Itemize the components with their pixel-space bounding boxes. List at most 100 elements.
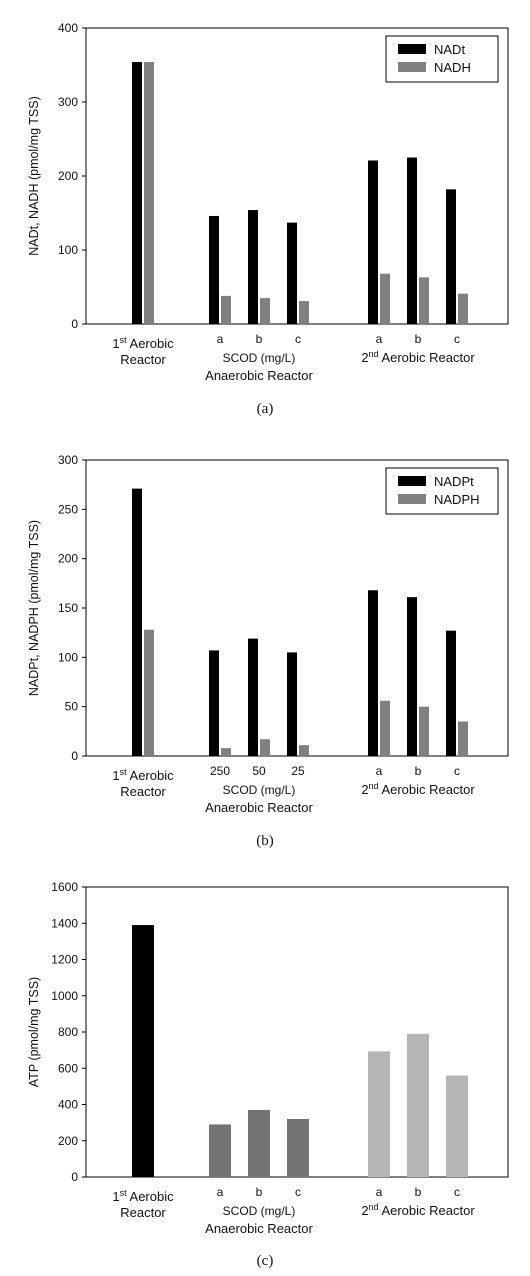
y-tick-label: 100 [58, 650, 78, 664]
bar-value [132, 925, 154, 1177]
second-aerobic-label: 2nd Aerobic Reactor [361, 781, 475, 797]
bar-nadpt [248, 638, 258, 756]
x-category-label: c [295, 1185, 301, 1199]
bar-value [287, 1119, 309, 1177]
scod-label: SCOD (mg/L) [223, 783, 296, 797]
figure-caption: (c) [257, 1253, 274, 1269]
y-tick-label: 300 [58, 95, 78, 109]
legend-box [385, 35, 499, 83]
bar-nadh [458, 293, 468, 324]
y-tick-label: 1200 [51, 953, 78, 967]
y-tick-label: 100 [58, 243, 78, 257]
anaerobic-reactor-label: Anaerobic Reactor [205, 368, 313, 383]
bar-value [446, 1075, 468, 1177]
y-tick-label: 600 [58, 1061, 78, 1075]
bar-nadh [419, 277, 429, 324]
chart-1: 0 50 100 150 200 250 300 NADPt, NADPH (pmol/mg … [27, 453, 509, 849]
y-axis-label: ATP (pmol/mg TSS) [27, 977, 41, 1087]
chart-0: 0 100 200 300 400 NADt, NADH (pmol/mg TSS) a b c… [27, 21, 509, 417]
y-tick-label: 0 [71, 1170, 78, 1184]
x-category-label: c [454, 1185, 460, 1199]
bar-nadt [209, 215, 219, 324]
y-tick-label: 0 [71, 749, 78, 763]
legend-label: NADt [434, 42, 465, 57]
second-aerobic-label: 2nd Aerobic Reactor [361, 1202, 475, 1218]
y-tick-label: 1400 [51, 916, 78, 930]
bar-nadph [458, 721, 468, 756]
x-category-label: 250 [210, 764, 230, 778]
bar-nadph [144, 629, 154, 756]
bar-value [407, 1033, 429, 1177]
bar-nadph [299, 745, 309, 756]
y-tick-label: 400 [58, 1098, 78, 1112]
x-category-label: c [454, 332, 460, 346]
bar-nadt [132, 62, 142, 324]
y-tick-label: 400 [58, 21, 78, 35]
x-category-label: b [415, 1185, 422, 1199]
scod-label: SCOD (mg/L) [223, 351, 296, 365]
x-category-label: c [295, 332, 301, 346]
legend-label: NADPt [434, 474, 474, 489]
bar-value [368, 1051, 390, 1177]
first-aerobic-label-line2: Reactor [120, 1205, 166, 1220]
x-category-label: a [376, 764, 383, 778]
bar-nadpt [132, 488, 142, 756]
first-aerobic-label-line2: Reactor [120, 352, 166, 367]
second-aerobic-label: 2nd Aerobic Reactor [361, 349, 475, 365]
bar-nadt [446, 189, 456, 324]
legend-box [385, 467, 499, 515]
bar-nadph [221, 748, 231, 756]
y-tick-label: 1000 [51, 989, 78, 1003]
first-aerobic-label-line2: Reactor [120, 784, 166, 799]
anaerobic-reactor-label: Anaerobic Reactor [205, 1221, 313, 1236]
bar-nadph [380, 700, 390, 756]
y-tick-label: 250 [58, 502, 78, 516]
bar-nadpt [446, 630, 456, 756]
first-aerobic-label: 1st Aerobic [112, 767, 174, 783]
bar-nadh [260, 298, 270, 324]
x-category-label: b [415, 332, 422, 346]
bar-nadh [299, 301, 309, 324]
bar-nadt [407, 157, 417, 324]
legend-swatch [398, 476, 426, 486]
y-axis-label: NADt, NADH (pmol/mg TSS) [27, 96, 41, 256]
legend-swatch [398, 494, 426, 504]
bar-value [209, 1124, 231, 1177]
bar-nadh [380, 273, 390, 324]
x-category-label: 25 [291, 764, 305, 778]
y-tick-label: 1600 [51, 880, 78, 894]
x-category-label: a [217, 1185, 224, 1199]
x-category-label: a [217, 332, 224, 346]
x-category-label: b [415, 764, 422, 778]
x-category-label: 50 [252, 764, 266, 778]
bar-nadh [221, 295, 231, 324]
y-tick-label: 150 [58, 601, 78, 615]
chart-2: 0 200 400 600 800 1000 1200 1400 1600 ATP (pmol/m… [27, 880, 509, 1269]
y-tick-label: 200 [58, 169, 78, 183]
y-tick-label: 200 [58, 552, 78, 566]
first-aerobic-label: 1st Aerobic [112, 335, 174, 351]
bar-nadpt [209, 650, 219, 756]
y-tick-label: 300 [58, 453, 78, 467]
bar-nadt [368, 160, 378, 324]
legend-label: NADH [434, 60, 471, 75]
figure-caption: (a) [257, 401, 274, 417]
legend-label: NADPH [434, 492, 480, 507]
bar-nadt [287, 222, 297, 324]
x-category-label: a [376, 332, 383, 346]
legend: NADPt NADPH [385, 467, 499, 515]
bar-nadt [248, 210, 258, 324]
bar-nadph [260, 739, 270, 756]
legend-swatch [398, 62, 426, 72]
y-tick-label: 800 [58, 1025, 78, 1039]
bar-value [248, 1109, 270, 1177]
legend: NADt NADH [385, 35, 499, 83]
figure-caption: (b) [256, 833, 274, 849]
x-category-label: c [454, 764, 460, 778]
bar-nadpt [407, 597, 417, 756]
bar-nadpt [287, 652, 297, 756]
x-category-label: b [256, 332, 263, 346]
anaerobic-reactor-label: Anaerobic Reactor [205, 800, 313, 815]
y-axis-label: NADPt, NADPH (pmol/mg TSS) [27, 520, 41, 696]
